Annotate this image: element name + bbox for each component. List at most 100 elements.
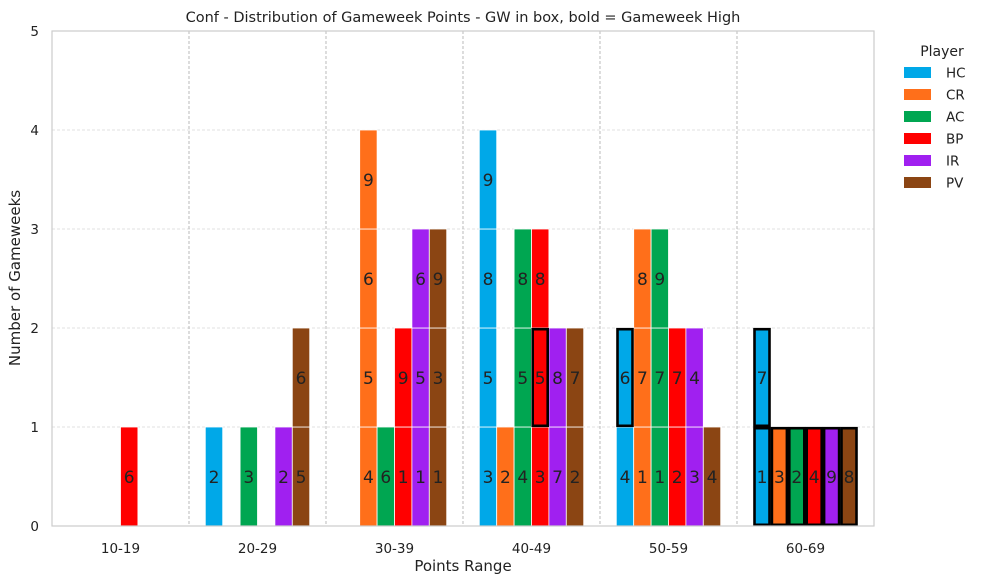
- legend-label-pv: PV: [946, 176, 964, 192]
- bar-label: 8: [844, 468, 855, 488]
- bar-label: 9: [398, 369, 409, 389]
- bar-label: 5: [415, 369, 426, 389]
- bar-label: 3: [689, 468, 700, 488]
- bar-label: 9: [433, 270, 444, 290]
- y-tick-label: 3: [30, 222, 39, 238]
- gameweek-high-box: [753, 327, 771, 428]
- bar-label: 5: [535, 369, 546, 389]
- bar-label: 3: [774, 468, 785, 488]
- bar-label: 7: [672, 369, 683, 389]
- bar-label: 9: [826, 468, 837, 488]
- bar-label: 5: [517, 369, 528, 389]
- bar-segment-cr-30-39: [359, 129, 378, 230]
- bar-label: 1: [433, 468, 444, 488]
- bar-label: 2: [209, 468, 220, 488]
- gameweek-high-box: [822, 426, 841, 527]
- bar-label: 4: [689, 369, 700, 389]
- bar-label: 7: [637, 369, 648, 389]
- bar-label: 2: [278, 468, 289, 488]
- legend-swatch-ir: [904, 155, 931, 166]
- bar-label: 4: [363, 468, 374, 488]
- bar-segment-pv-30-39: [428, 228, 448, 329]
- boxes-layer: [531, 327, 858, 527]
- y-axis-label: Number of Gameweeks: [6, 190, 24, 366]
- y-tick-label: 4: [30, 123, 39, 139]
- bar-label: 5: [363, 369, 374, 389]
- gameweek-high-box: [770, 426, 789, 527]
- bar-label: 8: [517, 270, 528, 290]
- x-tick-label: 40-49: [512, 541, 551, 557]
- bar-label: 6: [380, 468, 391, 488]
- bar-segment-pv-20-29: [291, 327, 311, 428]
- bar-label: 2: [672, 468, 683, 488]
- bar-label: 3: [483, 468, 494, 488]
- bar-label: 3: [433, 369, 444, 389]
- bar-label: 7: [654, 369, 665, 389]
- y-tick-label: 5: [30, 24, 39, 40]
- legend-label-cr: CR: [946, 88, 965, 104]
- legend-swatch-bp: [904, 133, 931, 144]
- gameweek-high-box: [753, 426, 771, 527]
- bar-segment-pv-40-49: [565, 327, 585, 428]
- bar-label: 5: [296, 468, 307, 488]
- bar-label: 9: [654, 270, 665, 290]
- x-tick-label: 60-69: [786, 541, 825, 557]
- x-tick-label: 20-29: [238, 541, 277, 557]
- bar-label: 8: [535, 270, 546, 290]
- bar-label: 1: [415, 468, 426, 488]
- legend-swatch-pv: [904, 177, 931, 188]
- bar-label: 1: [637, 468, 648, 488]
- chart-title: Conf - Distribution of Gameweek Points -…: [186, 10, 741, 26]
- bar-label: 7: [552, 468, 563, 488]
- bar-label: 1: [654, 468, 665, 488]
- bar-label: 5: [483, 369, 494, 389]
- bar-label: 6: [363, 270, 374, 290]
- bar-label: 9: [363, 171, 374, 191]
- bar-label: 4: [620, 468, 631, 488]
- bar-label: 4: [517, 468, 528, 488]
- bar-label: 6: [124, 468, 135, 488]
- legend: Player HC CR AC BP IR PV: [904, 44, 966, 192]
- bar-segment-ac-50-59: [650, 228, 669, 329]
- y-tick-label: 0: [30, 519, 39, 535]
- bar-label: 3: [243, 468, 254, 488]
- bars-layer: [120, 129, 859, 527]
- gameweek-high-box: [840, 426, 858, 527]
- legend-label-hc: HC: [946, 66, 966, 82]
- legend-title: Player: [920, 44, 964, 60]
- legend-swatch-cr: [904, 89, 931, 100]
- bar-segment-ir-50-59: [685, 327, 704, 428]
- legend-label-bp: BP: [946, 132, 963, 148]
- y-tick-label: 2: [30, 321, 39, 337]
- bar-label: 8: [637, 270, 648, 290]
- y-tick-label: 1: [30, 420, 39, 436]
- bar-label: 4: [707, 468, 718, 488]
- bar-label: 8: [552, 369, 563, 389]
- bar-label: 1: [757, 468, 768, 488]
- bar-label: 2: [570, 468, 581, 488]
- bar-label: 6: [296, 369, 307, 389]
- plot-frame: [51, 30, 875, 527]
- bar-label: 1: [398, 468, 409, 488]
- bar-label: 7: [757, 369, 768, 389]
- gameweek-high-box: [805, 426, 824, 527]
- gameweek-high-box: [616, 327, 634, 428]
- legend-swatch-ac: [904, 111, 931, 122]
- bar-label: 6: [620, 369, 631, 389]
- x-axis-label: Points Range: [414, 557, 511, 575]
- x-tick-label: 30-39: [375, 541, 414, 557]
- legend-label-ac: AC: [946, 110, 964, 126]
- bar-label: 2: [791, 468, 802, 488]
- bar-segment-hc-40-49: [478, 129, 498, 230]
- bar-label: 3: [535, 468, 546, 488]
- x-tick-label: 10-19: [101, 541, 140, 557]
- bar-label: 9: [483, 171, 494, 191]
- gameweek-high-box: [531, 327, 550, 428]
- bar-label: 7: [570, 369, 581, 389]
- grid-layer: [52, 31, 874, 526]
- legend-items: HC CR AC BP IR PV: [904, 66, 966, 192]
